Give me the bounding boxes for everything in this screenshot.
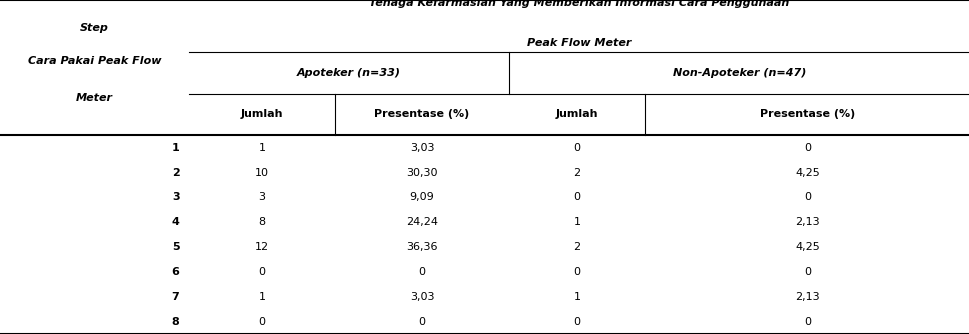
Text: 30,30: 30,30 xyxy=(406,168,437,178)
Text: 0: 0 xyxy=(418,317,425,327)
Text: 0: 0 xyxy=(803,267,810,277)
Text: 0: 0 xyxy=(803,143,810,153)
Text: 6: 6 xyxy=(172,267,179,277)
Text: 0: 0 xyxy=(258,267,266,277)
Text: 1: 1 xyxy=(258,292,266,302)
Text: Step: Step xyxy=(80,23,109,32)
Text: Presentase (%): Presentase (%) xyxy=(759,110,855,119)
Text: 0: 0 xyxy=(803,192,810,202)
Text: 1: 1 xyxy=(172,143,179,153)
Text: 1: 1 xyxy=(573,292,580,302)
Text: 2: 2 xyxy=(573,242,580,252)
Text: 2,13: 2,13 xyxy=(795,292,819,302)
Text: 4,25: 4,25 xyxy=(795,168,819,178)
Text: 12: 12 xyxy=(255,242,268,252)
Text: 9,09: 9,09 xyxy=(409,192,434,202)
Text: Tenaga Kefarmasian Yang Memberikan Informasi Cara Penggunaan: Tenaga Kefarmasian Yang Memberikan Infor… xyxy=(369,0,789,7)
Text: 0: 0 xyxy=(418,267,425,277)
Text: 3: 3 xyxy=(172,192,179,202)
Text: 24,24: 24,24 xyxy=(406,217,437,227)
Text: 1: 1 xyxy=(258,143,266,153)
Text: Jumlah: Jumlah xyxy=(555,110,598,119)
Text: Meter: Meter xyxy=(76,93,113,103)
Text: 0: 0 xyxy=(573,317,580,327)
Text: 8: 8 xyxy=(172,317,179,327)
Text: Jumlah: Jumlah xyxy=(240,110,283,119)
Text: 3,03: 3,03 xyxy=(409,143,434,153)
Text: 36,36: 36,36 xyxy=(406,242,437,252)
Text: 0: 0 xyxy=(573,192,580,202)
Text: 10: 10 xyxy=(255,168,268,178)
Text: 4,25: 4,25 xyxy=(795,242,819,252)
Text: Presentase (%): Presentase (%) xyxy=(374,110,469,119)
Text: 8: 8 xyxy=(258,217,266,227)
Text: 4: 4 xyxy=(172,217,179,227)
Text: Apoteker (n=33): Apoteker (n=33) xyxy=(297,68,401,77)
Text: 3,03: 3,03 xyxy=(409,292,434,302)
Text: 2,13: 2,13 xyxy=(795,217,819,227)
Text: 7: 7 xyxy=(172,292,179,302)
Text: 0: 0 xyxy=(258,317,266,327)
Text: 2: 2 xyxy=(172,168,179,178)
Text: Non-Apoteker (n=47): Non-Apoteker (n=47) xyxy=(672,68,805,77)
Text: 0: 0 xyxy=(573,267,580,277)
Text: 5: 5 xyxy=(172,242,179,252)
Text: Cara Pakai ​Peak Flow: Cara Pakai ​Peak Flow xyxy=(28,56,161,66)
Text: 1: 1 xyxy=(573,217,580,227)
Text: 0: 0 xyxy=(803,317,810,327)
Text: 0: 0 xyxy=(573,143,580,153)
Text: Peak Flow Meter: Peak Flow Meter xyxy=(527,38,631,47)
Text: 2: 2 xyxy=(573,168,580,178)
Text: 3: 3 xyxy=(258,192,266,202)
